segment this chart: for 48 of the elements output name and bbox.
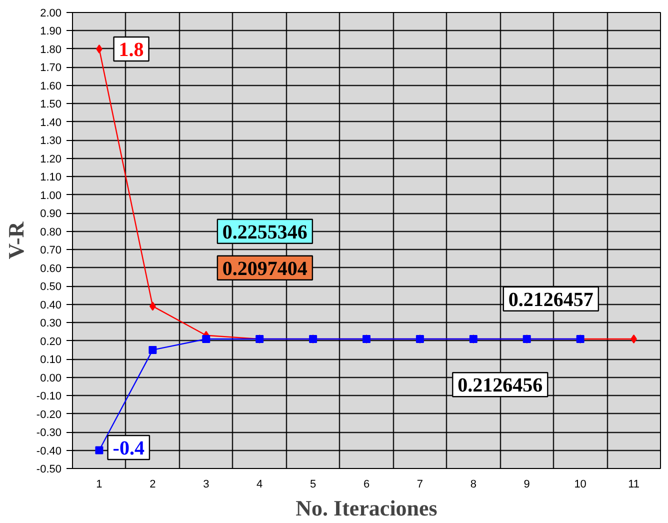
y-tick-label: 1.80	[40, 44, 62, 56]
x-tick-label: 3	[203, 478, 210, 490]
y-tick-label: 1.00	[40, 190, 62, 202]
y-tick-label: -0.40	[36, 445, 62, 458]
y-tick-label: 1.90	[40, 26, 62, 38]
y-tick-label: 0.30	[40, 318, 62, 330]
y-tick-label: 0.80	[40, 226, 62, 238]
y-tick-label: 0.20	[40, 336, 62, 348]
y-tick-label: 1.60	[40, 80, 62, 92]
y-tick-label: 1.10	[40, 172, 62, 184]
point	[202, 334, 210, 343]
y-tick-label: -0.20	[36, 408, 62, 421]
y-tick-label: 0.50	[40, 281, 62, 294]
x-tick-label: 6	[363, 478, 370, 490]
y-tick-label: 2.00	[40, 8, 62, 20]
y-tick-label: -0.50	[36, 464, 62, 476]
x-tick-label: 10	[574, 478, 586, 490]
y-tick-label: 0.00	[40, 372, 62, 384]
y-tick-label: 0.60	[40, 262, 62, 275]
annotation: 0.2255346	[222, 221, 308, 244]
y-tick-label: 0.90	[40, 208, 62, 220]
x-tick-label: 9	[524, 478, 530, 490]
y-axis-title: V-R	[3, 220, 28, 260]
point	[148, 346, 157, 354]
y-tick-label: -0.30	[36, 427, 62, 440]
x-tick-label: 7	[416, 478, 424, 490]
y-tick-label: 1.30	[40, 135, 62, 148]
annotation: 1.8	[118, 38, 144, 61]
point	[95, 446, 104, 454]
y-tick-label: 0.10	[40, 354, 62, 366]
x-tick-label: 8	[470, 478, 476, 490]
annotation: 0.2097404	[222, 258, 308, 280]
x-tick-label: 11	[628, 478, 640, 490]
x-axis-title: No. Iteraciones	[296, 496, 438, 520]
y-tick-label: 1.20	[40, 153, 62, 166]
y-tick-label: 0.70	[40, 244, 62, 257]
x-tick-label: 1	[96, 478, 102, 490]
annotation: 0.2126456	[458, 374, 543, 397]
y-tick-label: -0.10	[36, 390, 62, 403]
x-tick-label: 2	[150, 478, 156, 490]
y-tick-label: 1.40	[40, 116, 62, 129]
y-tick-label: 1.50	[40, 98, 62, 111]
annotation: 0.2126457	[508, 288, 594, 311]
x-tick-label: 5	[310, 478, 316, 490]
x-tick-label: 4	[256, 478, 263, 490]
y-tick-label: 1.70	[40, 62, 62, 74]
y-tick-label: 0.40	[40, 299, 62, 312]
annotation: -0.4	[112, 438, 144, 460]
